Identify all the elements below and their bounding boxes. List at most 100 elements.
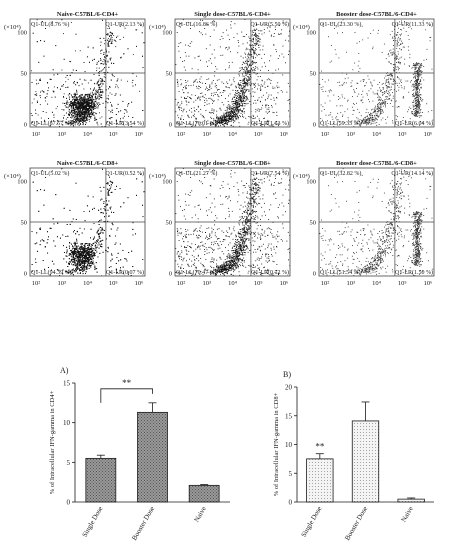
quadrant-lr-label: Q1-LR(0.72 %) [251, 269, 289, 276]
y-tick-label: 100 [17, 178, 27, 185]
bar [137, 411, 168, 503]
y-tick-label: 10 [285, 441, 293, 449]
x-tick-label: Naive [400, 505, 415, 523]
y-tick-label: 0 [169, 270, 172, 277]
x-tick-label: 10² [321, 280, 330, 287]
x-tick-label: 10² [177, 280, 186, 287]
x-tick-label: 10⁴ [83, 131, 93, 138]
y-tick-label: 20 [285, 384, 293, 392]
x-tick-label: 10² [32, 131, 41, 138]
y-exponent-label: (×10⁴) [293, 173, 310, 180]
x-tick-label: Booster Dose [343, 505, 369, 542]
y-tick-label: 15 [285, 412, 293, 420]
flow-panel-title: Booster dose-C57BL/6-CD4+ [336, 11, 417, 18]
flow-panel-title: Booster dose-C57BL/6-CD8+ [336, 160, 417, 167]
x-tick-label: 10³ [203, 280, 212, 287]
x-tick-label: 10⁶ [135, 131, 144, 138]
y-tick-label: 50 [21, 220, 28, 227]
x-tick-label: 10⁵ [398, 131, 407, 138]
quadrant-ll-label: Q1-LL(87.57 %) [31, 120, 72, 127]
y-tick-label: 50 [166, 220, 173, 227]
y-exponent-label: (×10⁴) [149, 173, 166, 180]
x-tick-label: 10⁵ [254, 280, 263, 287]
x-tick-label: 10⁴ [372, 131, 382, 138]
quadrant-ll-label: Q1-LL(94.39 %) [31, 269, 72, 276]
quadrant-ur-label: Q1-UR(0.52 %) [105, 170, 144, 177]
quadrant-ul-label: Q1-UL(16.86 %) [176, 21, 217, 28]
y-tick-label: 5 [289, 470, 293, 478]
flow-panel-2: Single dose-C57BL/6-CD4+ (×10⁴)100 50 0 10² 1… [149, 11, 291, 138]
panel-label: A) [60, 366, 69, 375]
bar-chart-1: A) 0 5 10 15 % of Intracellular IFN-gamma in … [49, 366, 230, 542]
quadrant-lr-label: Q1-LR(3.54 %) [106, 120, 144, 127]
y-tick-label: 50 [21, 71, 28, 78]
scatter-points [319, 168, 434, 276]
quadrant-ul-label: Q1-UL(23.30 %) [320, 21, 361, 28]
y-exponent-label: (×10⁴) [149, 24, 166, 31]
x-tick-label: Naive [193, 505, 208, 523]
bar [85, 457, 117, 503]
x-tick-label: 10⁵ [254, 131, 263, 138]
scatter-points [319, 19, 434, 127]
x-tick-label: 10⁵ [109, 131, 118, 138]
flow-panel-5: Single dose-C57BL/6-CD8+ (×10⁴)100 50 0 10² 1… [149, 160, 291, 287]
y-exponent-label: (×10⁴) [4, 24, 21, 31]
y-tick-label: 5 [67, 459, 71, 467]
scatter-points [175, 168, 290, 276]
y-tick-label: 0 [313, 121, 316, 128]
flow-panel-title: Naive-C57BL/6-CD4+ [57, 11, 119, 18]
bar [306, 458, 334, 503]
quadrant-lr-label: Q1-LR(1.50 %) [395, 269, 433, 276]
x-tick-label: 10⁵ [398, 280, 407, 287]
significance-marker: ** [315, 442, 325, 452]
x-tick-label: 10⁵ [109, 280, 118, 287]
quadrant-ll-label: Q1-LL(51.54 %) [320, 269, 361, 276]
flow-panel-title: Single dose-C57BL/6-CD4+ [194, 11, 271, 18]
y-tick-label: 10 [63, 419, 71, 427]
quadrant-lr-label: Q1-LR(0.07 %) [106, 269, 144, 276]
y-tick-label: 0 [169, 121, 172, 128]
y-tick-label: 50 [310, 71, 317, 78]
x-tick-label: 10⁴ [83, 280, 93, 287]
y-tick-label: 0 [24, 121, 27, 128]
flow-panel-title: Naive-C57BL/6-CD8+ [57, 160, 119, 167]
scatter-points [31, 168, 145, 276]
y-exponent-label: (×10⁴) [293, 24, 310, 31]
quadrant-ur-label: Q1-UR(14.14 %) [391, 170, 433, 177]
x-tick-label: 10³ [58, 280, 67, 287]
x-tick-label: 10⁶ [424, 280, 433, 287]
bar [397, 498, 425, 503]
x-tick-label: 10⁶ [424, 131, 433, 138]
flow-panel-3: Booster dose-C57BL/6-CD4+ (×10⁴)100 50 0 10²… [293, 11, 435, 138]
flow-panel-4: Naive-C57BL/6-CD8+ (×10⁴)100 50 0 10² 10³ 10⁴ 1… [4, 160, 146, 287]
x-tick-label: 10² [177, 131, 186, 138]
bar [351, 420, 380, 503]
x-tick-label: 10⁶ [135, 280, 144, 287]
x-tick-label: Single Dose [81, 505, 105, 538]
y-exponent-label: (×10⁴) [4, 173, 21, 180]
y-tick-label: 100 [306, 29, 316, 36]
quadrant-ul-label: Q1-UL(5.02 %) [31, 170, 69, 177]
y-axis-label: % of Intracellular IFN-gamma in CD4+ [49, 390, 56, 494]
x-tick-label: 10² [32, 280, 41, 287]
panel-label: B) [283, 370, 291, 379]
quadrant-ur-label: Q1-UR(2.13 %) [105, 21, 144, 28]
significance-marker: ** [122, 378, 132, 388]
y-axis-label: % of Intracellular IFN-gamma in CD8+ [273, 392, 280, 496]
scatter-points [30, 19, 145, 127]
quadrant-ul-label: Q1-UL(32.82 %) [320, 170, 361, 177]
quadrant-ur-label: Q1-UR(7.54 %) [250, 170, 289, 177]
bar [188, 484, 220, 503]
y-tick-label: 100 [17, 29, 27, 36]
x-tick-label: Booster Dose [130, 505, 156, 542]
y-tick-label: 50 [166, 71, 173, 78]
quadrant-ul-label: Q1-UL(8.76 %) [31, 21, 69, 28]
flow-panel-1: Naive-C57BL/6-CD4+ (×10⁴)100 50 0 10² 10³ 10⁴ 1… [4, 11, 146, 138]
quadrant-ll-label: Q1-LL(59.33 %) [320, 120, 361, 127]
x-tick-label: 10² [321, 131, 330, 138]
y-tick-label: 0 [313, 270, 316, 277]
quadrant-lr-label: Q1-LR(6.04 %) [395, 120, 433, 127]
quadrant-ll-label: Q1-LL(70.47 %) [176, 269, 217, 276]
significance-bracket [100, 388, 153, 403]
